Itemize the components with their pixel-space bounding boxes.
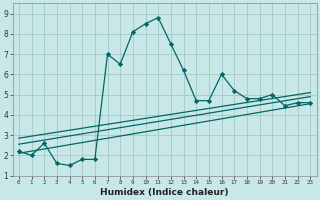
- X-axis label: Humidex (Indice chaleur): Humidex (Indice chaleur): [100, 188, 229, 197]
